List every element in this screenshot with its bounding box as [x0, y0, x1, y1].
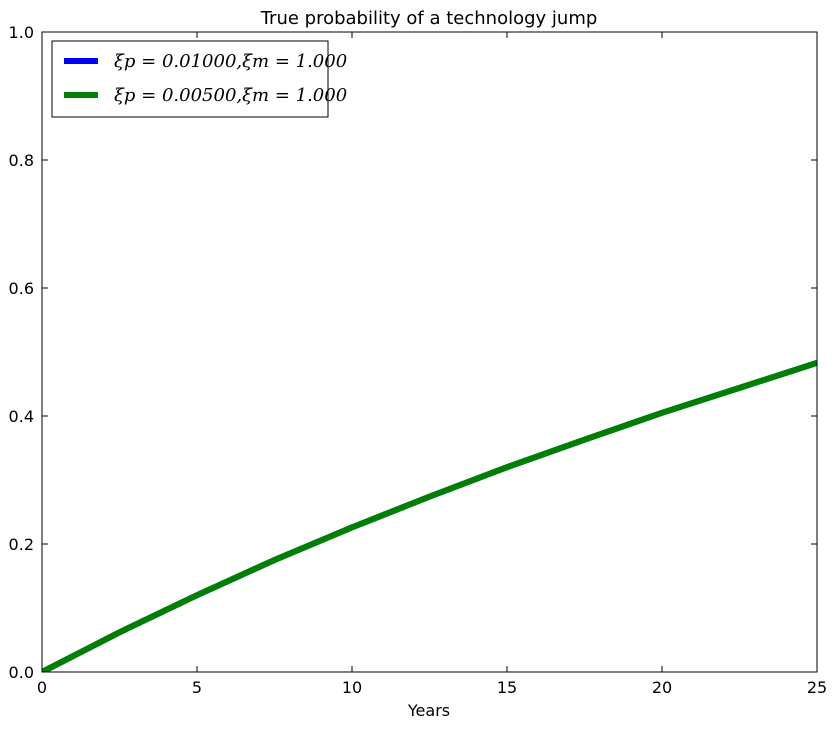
legend: ξp = 0.01000,ξm = 1.000 ξp = 0.00500,ξm =…: [51, 40, 347, 118]
x-axis-label: Years: [407, 701, 450, 720]
x-tick-label: 5: [192, 678, 202, 697]
legend-label-1: ξp = 0.01000,ξm = 1.000: [114, 51, 347, 72]
x-tick-label: 0: [37, 678, 47, 697]
x-tick-label: 15: [497, 678, 517, 697]
y-tick-label: 0.2: [9, 535, 34, 554]
legend-box: [51, 40, 329, 118]
x-tick-label: 10: [342, 678, 362, 697]
x-axis: 0 5 10 15 20 25: [37, 32, 827, 697]
x-tick-label: 25: [807, 678, 827, 697]
y-axis: 0.0 0.2 0.4 0.6 0.8 1.0: [9, 23, 817, 682]
y-tick-label: 0.8: [9, 151, 34, 170]
x-tick-label: 20: [652, 678, 672, 697]
legend-label-2: ξp = 0.00500,ξm = 1.000: [114, 85, 347, 106]
plot-frame: [41, 31, 818, 673]
y-tick-label: 0.4: [9, 407, 34, 426]
y-tick-label: 0.6: [9, 279, 34, 298]
y-tick-label: 1.0: [9, 23, 34, 42]
series-line-2: [42, 360, 817, 672]
chart-title: True probability of a technology jump: [260, 8, 598, 29]
y-tick-label: 0.0: [9, 663, 34, 682]
series-line-1: [42, 360, 817, 672]
plot-area: [41, 31, 818, 673]
